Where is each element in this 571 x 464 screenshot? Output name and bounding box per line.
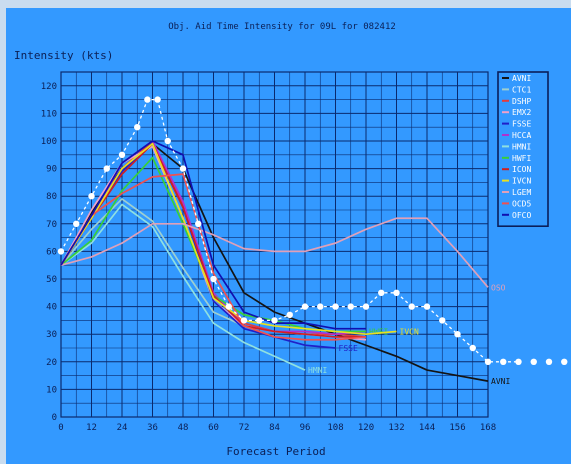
x-tick-label: 108 xyxy=(327,423,343,433)
y-tick-label: 100 xyxy=(41,137,57,147)
y-tick-label: 70 xyxy=(46,220,57,230)
plot-grid: 0 12 24 36 48 60 72 84 96 108 120 132 144 156 168 0 10 20… xyxy=(41,71,496,433)
marked-series-point xyxy=(454,331,461,338)
y-tick-label: 110 xyxy=(41,109,57,119)
marked-series-point xyxy=(195,220,202,227)
marked-series-point xyxy=(515,358,522,365)
x-tick-label: 144 xyxy=(419,423,435,433)
marked-series-point xyxy=(73,220,80,227)
marked-series-point xyxy=(408,303,415,310)
marked-series-point xyxy=(469,344,476,352)
y-tick-label: 10 xyxy=(46,385,57,395)
series-line-hmni xyxy=(60,203,306,371)
legend-entry: HMNI xyxy=(512,142,531,151)
y-tick-label: 0 xyxy=(52,413,57,423)
series-end-label: HMNI xyxy=(308,366,327,375)
legend-box xyxy=(497,71,549,227)
marked-series-point xyxy=(423,303,431,310)
marked-series-point xyxy=(134,124,141,131)
y-tick-label: 30 xyxy=(46,330,57,340)
y-tick-label: 90 xyxy=(46,165,57,175)
marked-series-point xyxy=(301,303,309,310)
legend-entry: AVNI xyxy=(512,74,531,83)
marked-series-point xyxy=(210,275,217,283)
series-line-lgem xyxy=(60,217,489,288)
legend-entry: IVCN xyxy=(512,177,531,186)
legend: AVNI CTC1 DSHP EMX2 FSSE HCCA HMNI HWFI ICON IVCN… xyxy=(497,71,549,227)
plot-series: AVNI FSSE HMNI HWFI IVCN OSO xyxy=(57,96,568,386)
marked-series-point xyxy=(332,303,339,310)
legend-entry: CTC1 xyxy=(512,85,531,94)
marked-series-point xyxy=(256,317,263,324)
legend-entry: HWFI xyxy=(512,154,531,163)
marked-series-point xyxy=(500,358,507,365)
x-tick-label: 48 xyxy=(178,423,189,433)
series-line-ctc1 xyxy=(60,198,245,327)
legend-entry: DSHP xyxy=(512,97,531,106)
x-tick-label: 36 xyxy=(147,423,158,433)
y-tick-label: 120 xyxy=(41,82,57,92)
marked-series-point xyxy=(164,137,171,145)
series-end-label: AVNI xyxy=(491,377,510,386)
series-end-label: FSSE xyxy=(339,344,358,353)
marked-series-point xyxy=(88,193,95,200)
y-axis-label: Intensity (kts) xyxy=(14,49,113,62)
marked-series-point xyxy=(484,358,492,365)
x-tick-label: 156 xyxy=(449,423,465,433)
marked-series-point xyxy=(362,303,370,310)
legend-entry: EMX2 xyxy=(512,108,531,117)
marked-series-point xyxy=(561,358,568,365)
series-end-label: IVCN xyxy=(400,327,419,336)
y-tick-label: 50 xyxy=(46,275,57,285)
x-axis-label: Forecast Period xyxy=(226,445,325,458)
x-tick-label: 0 xyxy=(58,423,63,433)
marked-series-point xyxy=(545,358,553,365)
x-tick-label: 24 xyxy=(117,423,128,433)
y-tick-label: 40 xyxy=(46,303,57,313)
marked-series-point xyxy=(271,317,278,324)
series-line-ofco xyxy=(60,140,366,330)
marked-series-line xyxy=(60,98,519,363)
x-tick-label: 72 xyxy=(239,423,250,433)
x-tick-label: 168 xyxy=(480,423,496,433)
series-line-icon xyxy=(60,142,366,338)
legend-entry: HCCA xyxy=(512,131,531,140)
legend-entry: LGEM xyxy=(512,188,531,197)
x-tick-label: 132 xyxy=(388,423,404,433)
x-tick-label: 120 xyxy=(358,423,374,433)
marked-series-point xyxy=(225,303,232,310)
chart-title: Obj. Aid Time Intensity for 09L for 0824… xyxy=(168,22,396,32)
marked-series-point xyxy=(57,248,65,255)
marked-series-point xyxy=(439,317,446,324)
marked-series-point xyxy=(347,303,354,310)
marked-series-point xyxy=(286,311,293,319)
marked-series-point xyxy=(179,165,187,172)
marked-series-point xyxy=(103,165,110,172)
x-tick-label: 84 xyxy=(269,423,280,433)
marked-series-point xyxy=(144,96,151,103)
legend-entry: OCD5 xyxy=(512,199,531,208)
x-tick-label: 60 xyxy=(208,423,219,433)
x-tick-label: 96 xyxy=(300,423,311,433)
legend-entry: ICON xyxy=(512,165,531,174)
marked-series-point xyxy=(378,289,385,296)
marked-series-point xyxy=(240,317,248,324)
series-end-label: OSO xyxy=(491,283,506,292)
legend-entry: OFCO xyxy=(512,211,531,220)
marked-series-point xyxy=(154,96,161,103)
marked-series-point xyxy=(530,358,537,365)
series-line-ocd5 xyxy=(60,173,367,341)
x-tick-label: 12 xyxy=(86,423,97,433)
marked-series-point xyxy=(118,151,126,158)
legend-entry: FSSE xyxy=(512,120,531,129)
marked-series-point xyxy=(317,303,324,310)
y-tick-label: 60 xyxy=(46,247,57,257)
marked-series-point xyxy=(393,289,400,296)
y-tick-label: 20 xyxy=(46,358,57,368)
series-end-label: HWFI xyxy=(369,327,388,336)
y-tick-label: 80 xyxy=(46,192,57,202)
